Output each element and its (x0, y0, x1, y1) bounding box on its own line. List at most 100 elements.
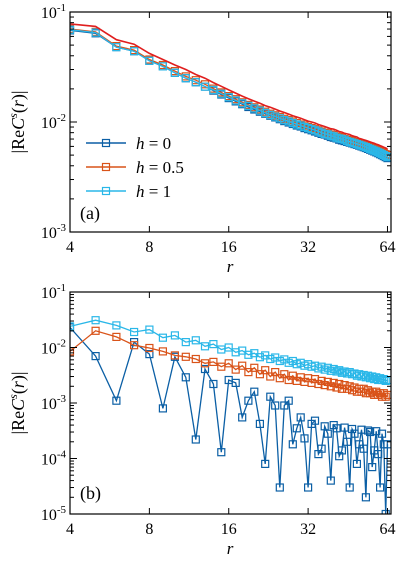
panel-b-point-1-48 (359, 384, 368, 393)
panel-b-point-0-37 (332, 424, 341, 433)
panel-b-point-1-4 (145, 343, 154, 353)
panel-b-point-2-3 (130, 327, 139, 337)
panel-b-point-0-42 (345, 483, 354, 492)
panel-b-point-2-7 (181, 338, 190, 347)
panel-b-point-1-18 (261, 366, 270, 375)
panel-a-point-2-19 (266, 110, 275, 120)
panel-b-point-2-37 (332, 367, 341, 376)
panel-b-point-1-38 (335, 379, 344, 389)
panel-b-point-2-12 (224, 343, 233, 352)
panel-b-point-2-19 (266, 354, 275, 364)
panel-a-point-2-17 (255, 106, 264, 115)
panel-b-point-2-17 (255, 353, 264, 362)
panel-b-point-2-10 (209, 340, 218, 349)
panel-b-point-2-59 (381, 376, 390, 385)
panel-b-point-2-21 (275, 356, 284, 366)
panel-b-point-0-21 (275, 483, 284, 492)
panel-a-plot-area (70, 23, 391, 163)
panel-a-point-2-36 (329, 132, 338, 141)
panel-b-ylabel: |ReCs(r)| (6, 372, 29, 435)
panel-b-point-2-0 (70, 322, 75, 331)
panel-b-plot-area (70, 316, 391, 514)
legend-marker-2 (101, 186, 111, 196)
panel-b-point-0-38 (335, 452, 344, 461)
panel-b-point-0-46 (355, 440, 364, 449)
panel-b-point-0-32 (317, 444, 326, 453)
panel-b-point-2-15 (244, 350, 253, 359)
legend-label-1: h = 0.5 (136, 158, 184, 177)
panel-b-point-1-19 (266, 372, 275, 381)
panel-b-point-2-5 (158, 333, 167, 342)
panel-b-point-0-5 (158, 404, 167, 413)
panel-b-point-0-30 (310, 416, 320, 425)
panel-b-point-1-2 (112, 332, 121, 341)
panel-a-point-2-9 (200, 82, 210, 91)
panel-b-point-0-35 (326, 476, 335, 485)
panel-b-point-1-15 (244, 368, 253, 377)
panel-b-point-0-2 (112, 396, 121, 405)
panel-b-point-1-1 (91, 326, 100, 335)
panel-b-series-line-0 (70, 326, 389, 514)
panel-a-legend: h = 0 h = 0.5 h = 1 (86, 134, 184, 201)
panel-b-point-0-17 (255, 419, 264, 428)
panel-b-point-1-10 (209, 357, 218, 366)
panel-b-point-0-19 (266, 392, 275, 401)
panel-b-point-0-39 (337, 446, 346, 455)
panel-a-point-2-10 (209, 85, 218, 95)
panel-b-point-0-45 (352, 459, 361, 468)
panel-b-point-0-34 (323, 429, 332, 438)
panel-a-series-line-3 (70, 23, 388, 150)
panel-b-point-2-9 (200, 342, 210, 351)
panel-b-ytick-label-0: 10-5 (41, 504, 67, 524)
panel-b-point-0-54 (372, 427, 381, 436)
panel-a-xlabel: r (227, 257, 234, 276)
panel-a-point-2-0 (70, 25, 75, 34)
panel-b-ytick-label-2: 10-3 (41, 393, 67, 413)
legend-label-0: h = 0 (136, 134, 171, 153)
panel-a-point-2-20 (271, 112, 280, 121)
panel-b-label: (b) (80, 483, 101, 504)
panel-b-point-1-60 (383, 390, 391, 399)
panel-b-ytick-label-1: 10-4 (41, 449, 67, 469)
panel-b-point-0-59 (381, 509, 390, 514)
panel-b-point-0-4 (145, 350, 154, 359)
panel-b-xtick-label-1: 8 (145, 521, 153, 538)
panel-b-point-1-5 (158, 347, 167, 356)
panel-a-point-2-39 (337, 134, 346, 144)
panel-b-point-0-25 (292, 424, 301, 433)
panel-a-point-2-4 (145, 56, 154, 65)
panel-b-point-2-38 (335, 366, 344, 375)
panel-b-point-1-20 (271, 368, 280, 377)
panel-a-point-2-59 (381, 152, 390, 161)
panel-b-point-2-1 (91, 316, 100, 325)
panel-a-point-2-18 (261, 108, 270, 118)
panel-a-point-2-3 (130, 47, 139, 56)
panel-b-axes-frame (69, 291, 392, 515)
panel-b-point-0-41 (343, 437, 352, 446)
panel-b-point-2-2 (112, 321, 121, 330)
panel-b-point-0-60 (383, 440, 391, 449)
panel-b-point-0-1 (91, 352, 100, 361)
panel-b-xtick-label-2: 16 (221, 521, 237, 538)
panel-b-xtick-label-0: 4 (66, 521, 74, 538)
panel-b-point-0-7 (181, 373, 190, 382)
panel-a-point-2-1 (91, 28, 100, 37)
panel-a-point-2-2 (112, 42, 121, 52)
panel-b-point-0-55 (374, 450, 383, 459)
panel-b-point-0-10 (209, 379, 218, 389)
panel-b-point-0-43 (348, 424, 357, 434)
panel-a-point-2-5 (158, 62, 167, 71)
panel-b-point-2-39 (337, 368, 346, 377)
panel-a-point-2-8 (191, 78, 200, 87)
panel-b-point-1-3 (130, 341, 139, 350)
panel-b-point-0-56 (376, 483, 385, 492)
panel-a-xtick-label-2: 16 (221, 239, 237, 256)
panel-a-ticks: 4 8 16 32 64 10-3 10-2 10-1 (41, 2, 396, 256)
panel-b-point-0-20 (271, 401, 280, 410)
panel-b-point-2-8 (191, 336, 200, 345)
panel-a-point-2-50 (363, 143, 373, 153)
panel-b-point-0-51 (366, 427, 375, 437)
panel-a-xtick-label-3: 32 (300, 239, 316, 256)
panel-b-point-0-11 (217, 448, 226, 457)
panel-b-point-2-6 (170, 331, 179, 340)
